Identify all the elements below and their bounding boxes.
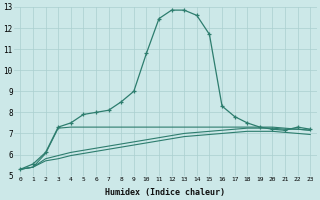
X-axis label: Humidex (Indice chaleur): Humidex (Indice chaleur) (105, 188, 225, 197)
